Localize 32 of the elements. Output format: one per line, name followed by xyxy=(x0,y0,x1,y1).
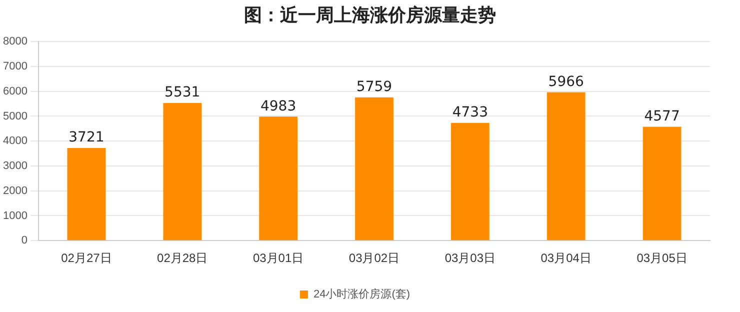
x-tick-label: 03月02日 xyxy=(348,251,400,266)
x-tick-label: 03月03日 xyxy=(444,251,496,266)
legend-label: 24小时涨价房源(套) xyxy=(313,288,410,301)
x-tick-label: 03月01日 xyxy=(252,251,304,266)
x-tick-label: 03月05日 xyxy=(636,251,688,266)
x-tick-label: 03月04日 xyxy=(540,251,592,266)
x-tick-label: 02月27日 xyxy=(61,251,112,266)
y-tick-label: 6000 xyxy=(2,85,28,98)
y-tick-label: 0 xyxy=(21,234,28,247)
bar xyxy=(450,122,490,240)
data-label: 5531 xyxy=(164,84,200,101)
data-label: 4577 xyxy=(644,108,680,124)
y-tick-label: 1000 xyxy=(2,210,28,222)
x-tick-label: 02月28日 xyxy=(157,251,208,266)
data-label: 4733 xyxy=(452,104,488,121)
y-tick-label: 7000 xyxy=(2,60,28,73)
chart-title: 图：近一周上海涨价房源量走势 xyxy=(243,4,497,28)
bar xyxy=(259,116,298,240)
y-tick-label: 8000 xyxy=(2,36,28,48)
y-tick-label: 4000 xyxy=(2,135,28,148)
bar xyxy=(546,92,586,240)
data-label: 4983 xyxy=(260,98,296,114)
bar xyxy=(355,97,394,240)
y-tick-label: 2000 xyxy=(2,184,28,197)
bar xyxy=(67,148,106,240)
y-tick-label: 5000 xyxy=(2,110,28,122)
bar xyxy=(642,126,682,240)
data-label: 5966 xyxy=(548,74,584,90)
data-label: 5759 xyxy=(356,78,392,95)
data-label: 3721 xyxy=(68,130,104,146)
y-tick-label: 3000 xyxy=(2,160,28,172)
bar xyxy=(163,103,202,240)
